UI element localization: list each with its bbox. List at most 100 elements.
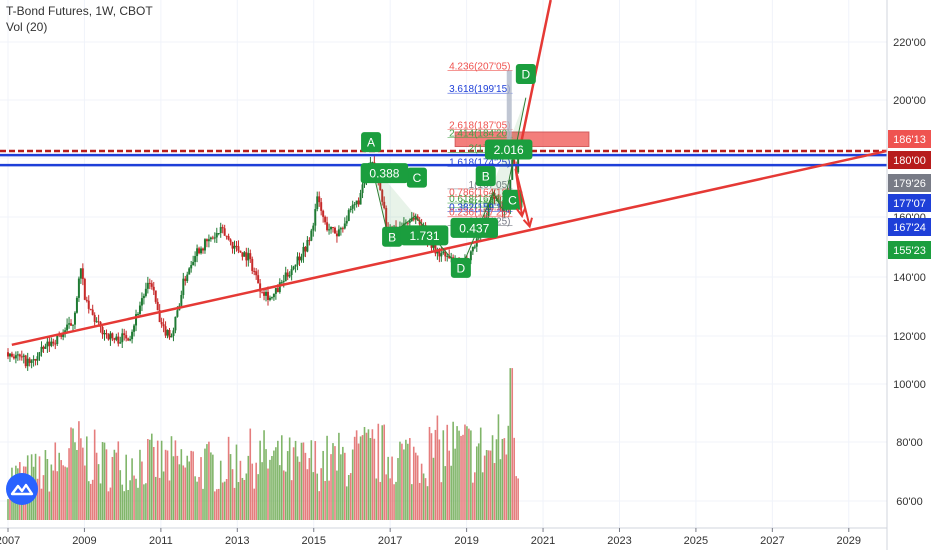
volume-bar (91, 479, 94, 520)
volume-bar (318, 491, 321, 520)
candle-body (207, 239, 210, 242)
volume-bar (503, 438, 506, 520)
candle-body (288, 275, 291, 277)
candle-body (487, 205, 490, 217)
volume-bar (204, 448, 206, 520)
pattern-point-label[interactable]: D (515, 64, 536, 84)
volume-bar (369, 438, 372, 520)
volume-bar (438, 439, 441, 520)
candle-body (320, 202, 323, 211)
pattern-ratio-label[interactable]: 1.731 (400, 225, 449, 246)
axis-price-label: 186'13 (888, 130, 931, 148)
volume-indicator-label[interactable]: Vol (20) (6, 20, 48, 34)
projection-arrow-head[interactable] (522, 217, 533, 229)
volume-bar (180, 449, 183, 520)
candle-body (138, 305, 141, 314)
volume-bar (279, 465, 281, 520)
candle (7, 348, 9, 360)
price-labels: 186'13 180'00 179'26 177'07 167'24 155'23 (888, 130, 931, 259)
volume-bar (414, 452, 417, 520)
candle-body (18, 354, 21, 357)
pattern-point-label[interactable]: A (361, 132, 382, 153)
volume-bar (282, 470, 285, 520)
candle-body (121, 333, 124, 343)
candle-body (355, 200, 358, 205)
candle-body (379, 181, 382, 191)
volume-bar (342, 446, 344, 520)
candle (71, 324, 74, 332)
candle-body (135, 314, 138, 326)
horizontal-levels[interactable] (0, 149, 887, 167)
volume-bar (363, 426, 366, 520)
projection-arrows[interactable] (514, 168, 533, 229)
volume-bar (89, 483, 92, 520)
pattern-point-label[interactable]: B (475, 166, 496, 187)
candle (347, 208, 350, 222)
candle-body (471, 246, 474, 252)
pattern-point-label[interactable]: D (450, 257, 471, 278)
trendline[interactable] (11, 149, 888, 347)
candle-body (8, 353, 11, 357)
volume-bar (489, 450, 492, 520)
price-axis[interactable]: 220'00200'00180'00160'00140'00120'00100'… (886, 0, 932, 550)
candle-body (144, 288, 147, 296)
volume-bar (393, 484, 395, 520)
volume-bar (312, 472, 315, 520)
candle (131, 329, 134, 344)
volume-bar (387, 456, 389, 520)
candle-body (79, 268, 82, 279)
pattern-ratio-label[interactable]: 0.437 (450, 217, 499, 238)
pattern-point-label[interactable]: C (502, 189, 523, 210)
volume-bar (210, 452, 212, 520)
volume-bar (227, 436, 230, 520)
candle-body (302, 246, 305, 257)
pattern-point-label[interactable]: C (406, 167, 427, 188)
volume-bar (298, 461, 301, 520)
pattern-point-label-box (515, 64, 536, 84)
price-tick-label: 220'00 (893, 37, 926, 49)
candle (253, 267, 256, 276)
projection-arrow-head[interactable] (515, 207, 527, 219)
pattern-ratio-label[interactable]: 0.388 (360, 163, 409, 184)
volume-bar (115, 452, 118, 520)
volume-bar (198, 476, 200, 520)
candle-body (95, 321, 98, 323)
volume-bar (367, 429, 370, 520)
tradingview-logo[interactable] (6, 473, 38, 505)
candle (164, 321, 167, 338)
candle-body (119, 342, 122, 344)
pattern-ratio-label[interactable]: 2.016 (484, 139, 533, 160)
harmonic-pattern[interactable]: A B C D B C D 0.388 1.731 0.437 2.016 (360, 64, 536, 278)
volume-bar (156, 440, 159, 520)
volume-bar (328, 480, 330, 520)
candle (272, 293, 275, 301)
candle-body (312, 225, 315, 231)
candle (239, 250, 242, 253)
volume-bar (164, 449, 167, 520)
candle (326, 216, 329, 232)
volume-bar (127, 489, 129, 520)
candle (324, 215, 327, 225)
pattern-ratio-label-box (360, 163, 409, 184)
volume-bar (38, 456, 41, 520)
candle-body (231, 241, 234, 249)
candle (446, 253, 449, 262)
volume-bar (48, 491, 51, 520)
time-axis[interactable]: 2007 2009 2011 2013 2015 2017 2019 2021 2023 2025… (0, 527, 887, 547)
candle-body (14, 355, 17, 359)
candle (140, 292, 143, 312)
volume-bar (111, 456, 114, 520)
candle (257, 269, 260, 284)
pattern-point-label[interactable]: B (382, 226, 403, 247)
time-tick-label: 2013 (225, 535, 249, 547)
candle-body (52, 341, 55, 344)
candle (152, 281, 155, 295)
candle-body (117, 336, 120, 344)
candle-body (408, 221, 411, 223)
candle (42, 345, 45, 353)
candle-body (278, 282, 281, 293)
candle-body (270, 297, 273, 299)
candle-body (361, 184, 364, 194)
projection-arrow-shaft[interactable] (514, 168, 531, 227)
